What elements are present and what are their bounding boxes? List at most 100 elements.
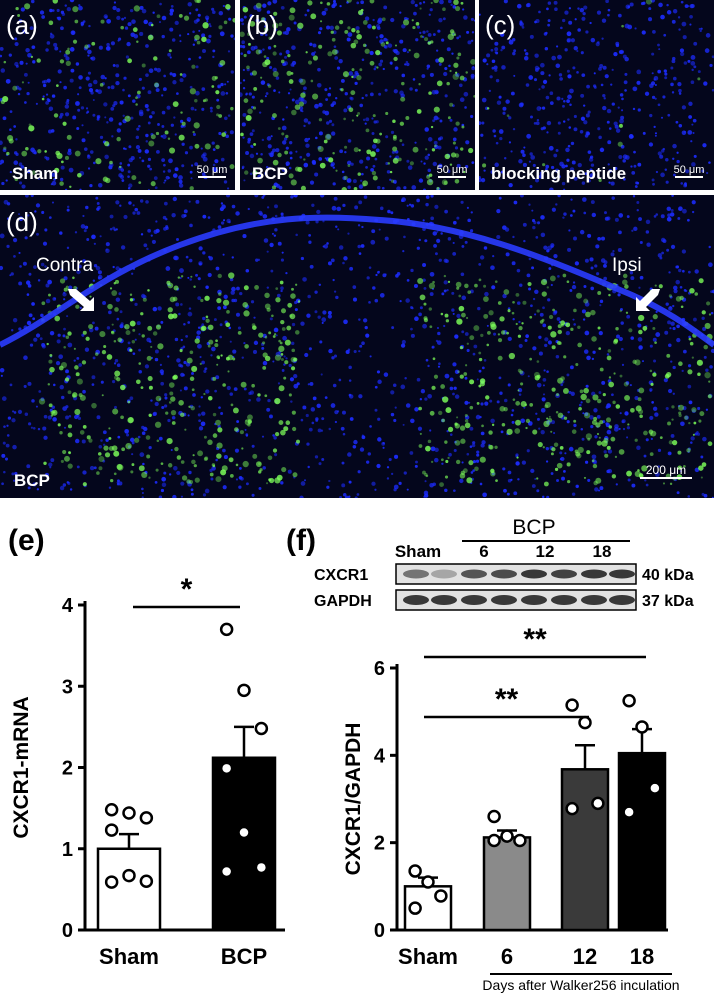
cxcr1-signal-dot [432, 357, 436, 361]
nucleus-dot [567, 247, 572, 252]
cxcr1-signal-dot [485, 395, 490, 400]
nucleus-dot [73, 359, 76, 362]
cxcr1-signal-dot [615, 326, 619, 331]
cxcr1-signal-dot [217, 273, 222, 279]
nucleus-dot [671, 91, 675, 94]
cxcr1-signal-dot [392, 146, 398, 152]
nucleus-dot [526, 449, 530, 453]
nucleus-dot [582, 412, 585, 415]
cxcr1-signal-dot [371, 25, 376, 30]
nucleus-dot [601, 18, 607, 23]
nucleus-dot [212, 163, 216, 167]
nucleus-dot [617, 293, 621, 297]
nucleus-dot [410, 268, 414, 273]
nucleus-dot [161, 405, 165, 410]
nucleus-dot [654, 412, 659, 417]
nucleus-dot [374, 65, 377, 68]
nucleus-dot [553, 153, 558, 158]
nucleus-dot [669, 295, 673, 299]
nucleus-dot [228, 326, 232, 330]
nucleus-dot [105, 248, 110, 253]
nucleus-dot [346, 1, 349, 4]
cxcr1-signal-dot [432, 280, 435, 284]
nucleus-dot [314, 310, 318, 314]
nucleus-dot [174, 167, 179, 172]
cxcr1-signal-dot [585, 311, 591, 318]
nucleus-dot [254, 195, 259, 198]
nucleus-dot [509, 38, 512, 42]
nucleus-dot [388, 458, 392, 462]
nucleus-dot [596, 415, 601, 419]
nucleus-dot [666, 10, 672, 15]
cxcr1-signal-dot [668, 294, 673, 298]
cxcr1-signal-dot [353, 186, 358, 190]
nucleus-dot [701, 316, 705, 320]
nucleus-dot [202, 493, 207, 497]
nucleus-dot [678, 88, 682, 93]
nucleus-dot [303, 479, 307, 482]
nucleus-dot [594, 435, 598, 439]
nucleus-dot [299, 495, 304, 498]
nucleus-dot [574, 261, 579, 266]
nucleus-dot [347, 185, 351, 190]
nucleus-dot [526, 273, 531, 278]
nucleus-dot [672, 157, 675, 160]
nucleus-dot [273, 89, 276, 92]
cxcr1-signal-dot [54, 315, 61, 322]
cxcr1-signal-dot [440, 458, 444, 462]
nucleus-dot [528, 203, 531, 206]
cxcr1-signal-dot [516, 456, 519, 459]
cxcr1-signal-dot [21, 81, 25, 84]
nucleus-dot [590, 286, 595, 291]
nucleus-dot [195, 273, 198, 277]
nucleus-dot [115, 200, 120, 205]
nucleus-dot [622, 427, 626, 431]
nucleus-dot [282, 335, 287, 341]
nucleus-dot [573, 46, 578, 51]
nucleus-dot [464, 400, 469, 405]
nucleus-dot [655, 170, 659, 174]
nucleus-dot [391, 472, 394, 476]
nucleus-dot [66, 6, 71, 12]
nucleus-dot [282, 140, 287, 145]
nucleus-dot [79, 188, 82, 190]
nucleus-dot [439, 136, 444, 140]
nucleus-dot [433, 243, 437, 248]
nucleus-dot [128, 145, 132, 149]
nucleus-dot [660, 116, 664, 119]
nucleus-dot [69, 488, 73, 491]
cxcr1-signal-dot [215, 144, 220, 150]
cxcr1-signal-dot [470, 58, 475, 65]
nucleus-dot [263, 238, 269, 243]
nucleus-dot [573, 176, 578, 181]
nucleus-dot [270, 269, 274, 273]
nucleus-dot [671, 195, 674, 197]
nucleus-dot [364, 122, 367, 125]
nucleus-dot [42, 241, 48, 246]
scale-text: 50 μm [196, 164, 228, 176]
nucleus-dot [535, 121, 540, 126]
nucleus-dot [591, 212, 597, 218]
nucleus-dot [401, 339, 406, 345]
nucleus-dot [405, 403, 411, 408]
nucleus-dot [250, 300, 255, 304]
nucleus-dot [217, 225, 222, 229]
nucleus-dot [314, 455, 319, 459]
nucleus-dot [237, 326, 241, 330]
cxcr1-signal-dot [48, 359, 53, 364]
nucleus-dot [18, 213, 21, 216]
nucleus-dot [106, 18, 111, 24]
nucleus-dot [316, 403, 321, 409]
cxcr1-signal-dot [249, 20, 256, 27]
nucleus-dot [308, 427, 313, 432]
nucleus-dot [470, 114, 474, 118]
nucleus-dot [198, 56, 202, 59]
nucleus-dot [312, 396, 317, 401]
cxcr1-signal-dot [180, 111, 183, 114]
nucleus-dot [200, 147, 203, 150]
nucleus-dot [374, 488, 377, 491]
cxcr1-signal-dot [194, 0, 200, 3]
nucleus-dot [222, 305, 227, 310]
nucleus-dot [223, 180, 228, 184]
cxcr1-signal-dot [108, 427, 111, 430]
